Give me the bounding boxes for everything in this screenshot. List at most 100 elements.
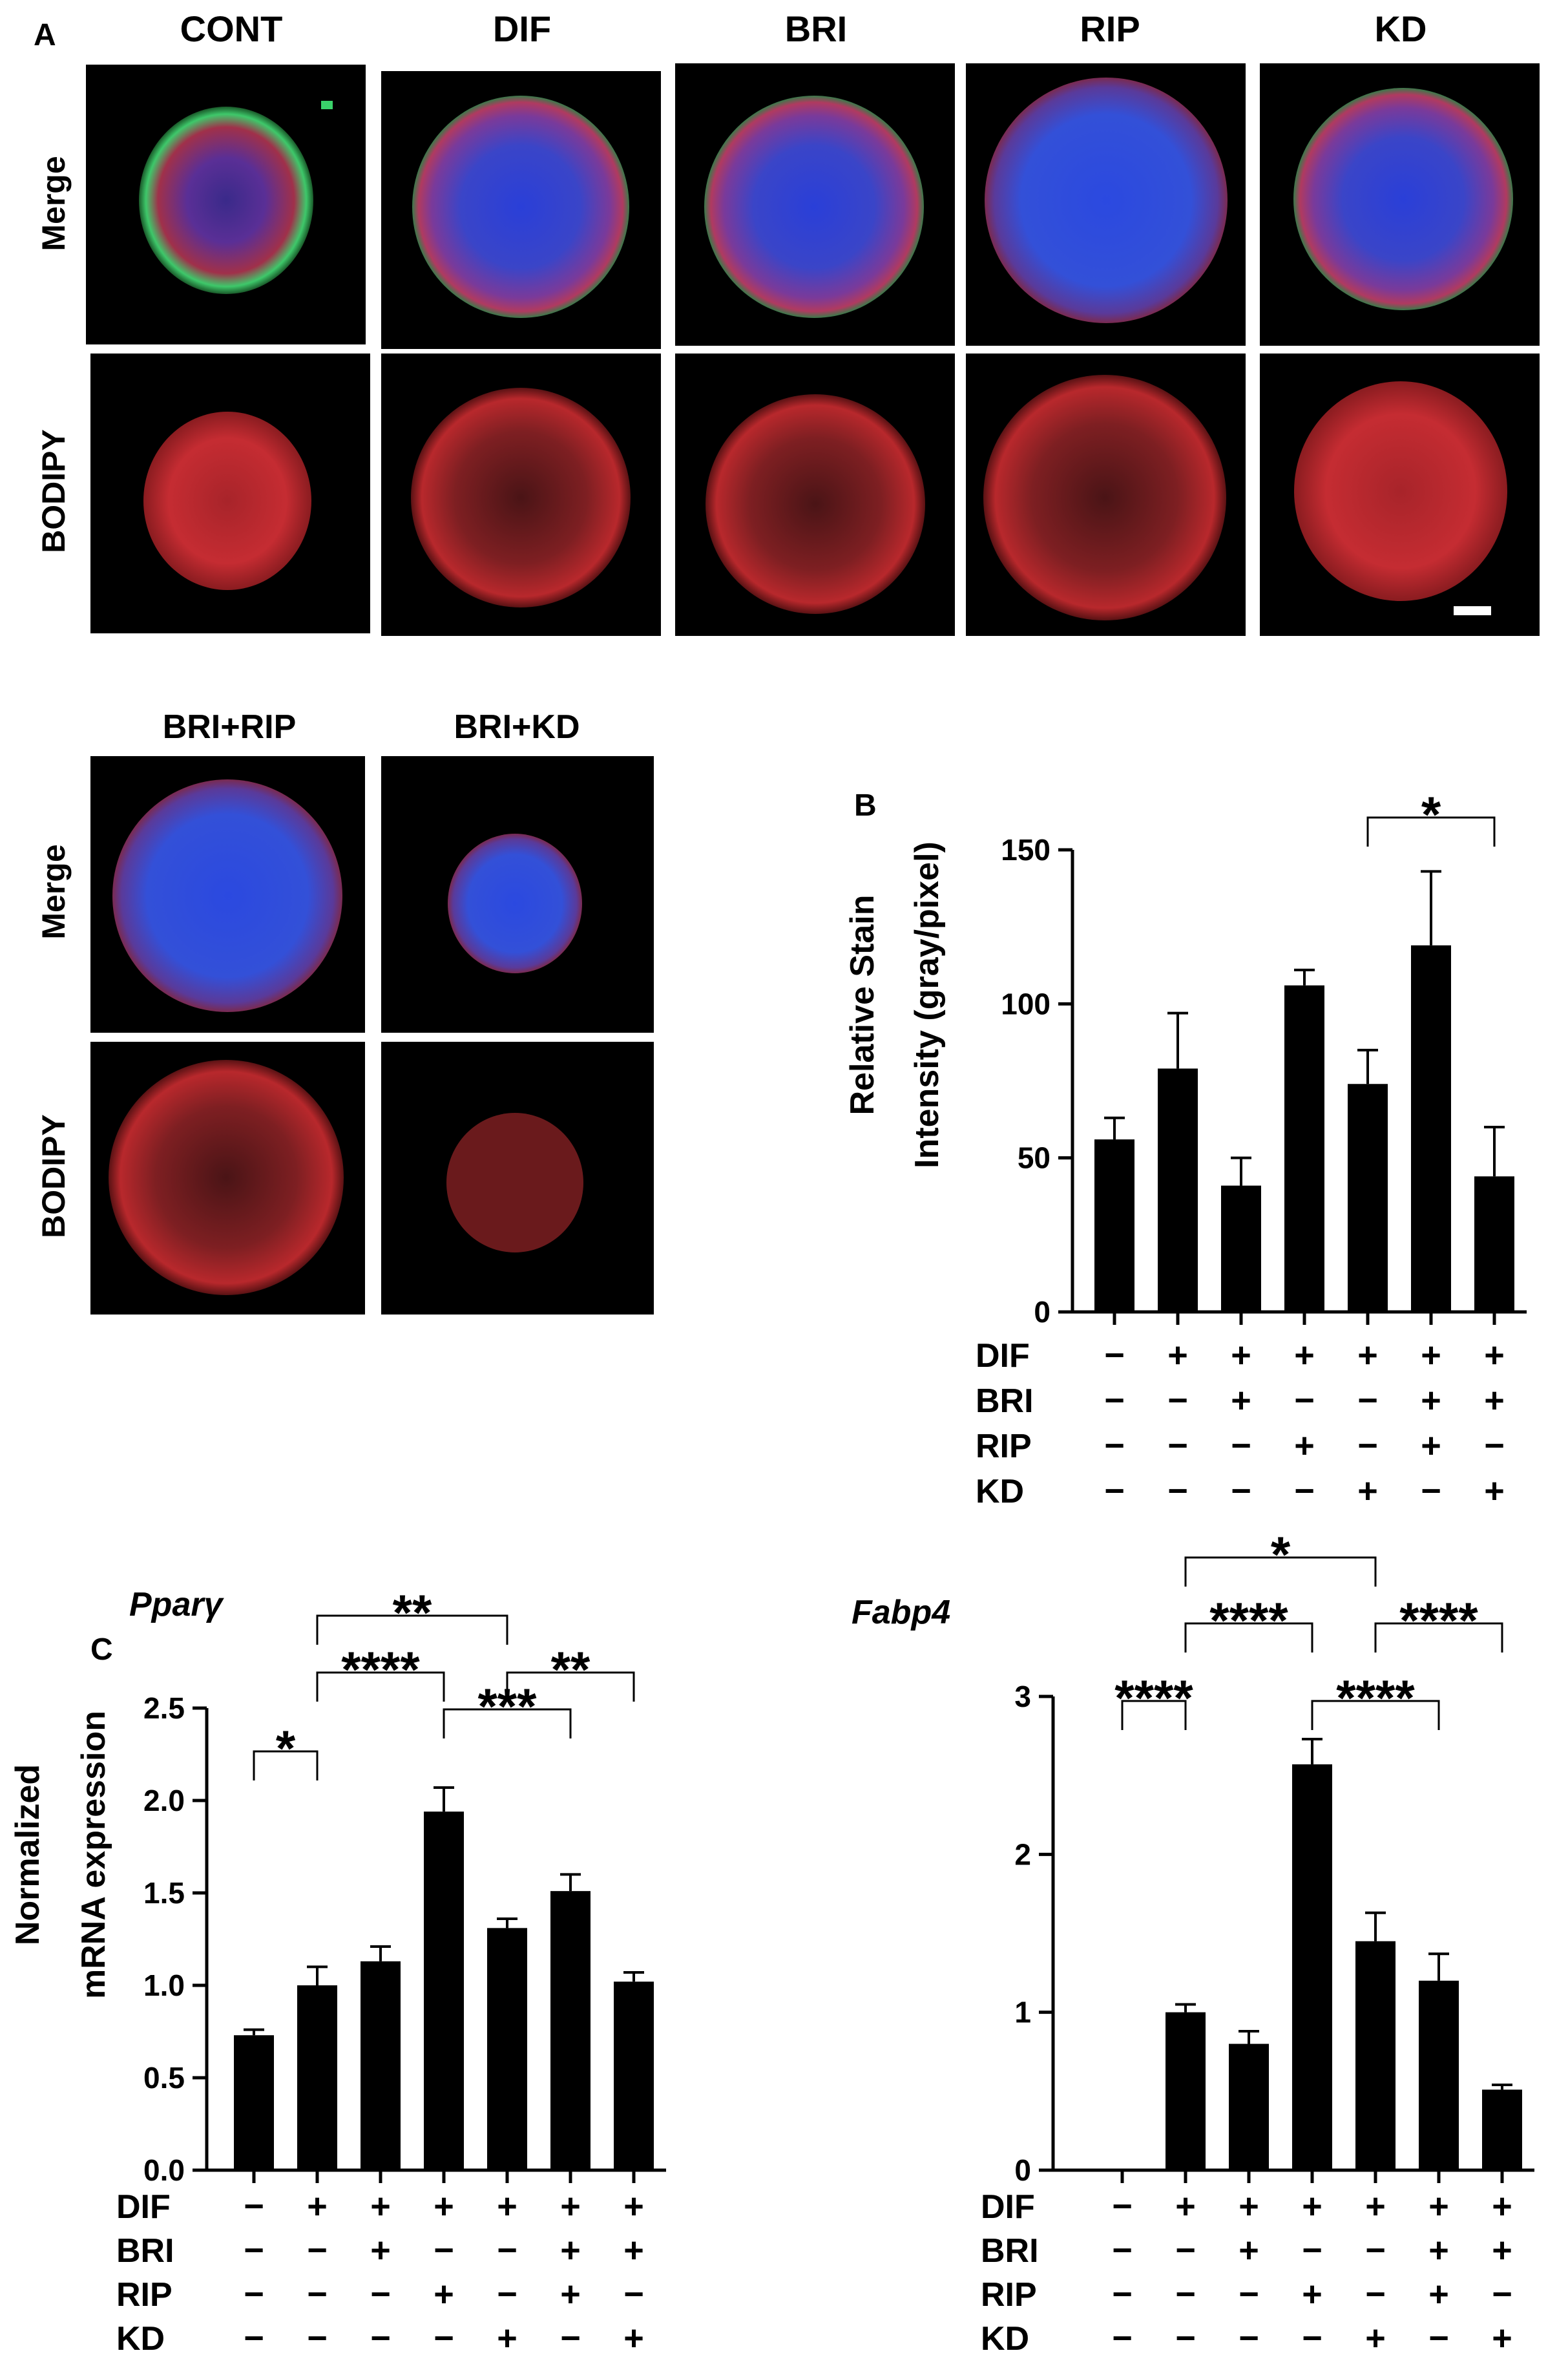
chart-c-pparg-ytick-label: 2.0	[143, 1784, 185, 1817]
chart-b-ytick-label: 50	[1018, 1141, 1051, 1175]
bodipy-image-bri	[675, 354, 955, 636]
chart-b-treatment-symbol: −	[1484, 1426, 1505, 1465]
chart-b-ytick-label: 150	[1001, 833, 1051, 867]
chart-c-fabp4-treatment-label: BRI	[981, 2232, 1039, 2270]
chart-b-treatment-symbol: +	[1294, 1426, 1315, 1465]
chart-b-treatment-symbol: +	[1357, 1472, 1378, 1510]
chart-c-fabp4-treatment-symbol: +	[1239, 2231, 1259, 2270]
chart-c-pparg-bar	[487, 1928, 527, 2170]
chart-c-pparg-ytick-label: 1.0	[143, 1969, 185, 2002]
chart-c-fabp4-treatment-symbol: +	[1302, 2275, 1322, 2314]
chart-c-fabp4-bar	[1355, 1941, 1396, 2170]
chart-c-fabp4-significance-label: ****	[1336, 1669, 1415, 1726]
chart-c-pparg-bar	[614, 1981, 654, 2170]
merge-image-kd	[1260, 63, 1540, 346]
chart-b-bar	[1348, 1084, 1388, 1312]
chart-c-pparg-treatment-symbol: −	[370, 2275, 391, 2314]
chart-b-treatment-symbol: −	[1357, 1426, 1378, 1465]
chart-c-fabp4-treatment-symbol: −	[1302, 2319, 1322, 2355]
chart-c-pparg-treatment-label: DIF	[116, 2188, 171, 2226]
chart-c-pparg-treatment-symbol: +	[434, 2187, 454, 2226]
chart-c-fabp4-treatment-symbol: +	[1175, 2187, 1196, 2226]
chart-b-treatment-symbol: −	[1104, 1426, 1125, 1465]
chart-c-pparg-treatment-symbol: +	[623, 2231, 644, 2270]
chart-c-fabp4-title: Fabp4	[852, 1594, 950, 1631]
chart-b-bar	[1221, 1185, 1261, 1312]
bodipy-image-kd	[1260, 354, 1540, 636]
chart-c-fabp4-bar	[1166, 2012, 1206, 2170]
merge-image-bri-rip	[90, 756, 365, 1033]
chart-c-fabp4-treatment-symbol: −	[1112, 2275, 1133, 2314]
chart-c-fabp4-treatment-symbol: −	[1239, 2319, 1259, 2355]
bodipy-image-rip	[966, 354, 1246, 636]
chart-c-fabp4-treatment-symbol: −	[1428, 2319, 1449, 2355]
chart-c-fabp4-treatment-symbol: −	[1112, 2231, 1133, 2270]
chart-c-pparg-treatment-symbol: −	[244, 2275, 264, 2314]
chart-b: 0 50 100 150 *	[1001, 786, 1527, 1329]
row-label-merge: Merge	[36, 156, 72, 251]
chart-c-pparg-treatment-symbol: −	[244, 2319, 264, 2355]
chart-c-fabp4-significance-label: ****	[1114, 1669, 1193, 1726]
chart-c-fabp4-treatment-symbol: −	[1175, 2275, 1196, 2314]
chart-c-pparg-ytick-label: 1.5	[143, 1876, 185, 1910]
treatment-table-b: DIF − + + + + + + BRI − − + − − + + RIP − − − + − + − KD − − − − + − +	[976, 1336, 1505, 1510]
panel-label-b: B	[854, 788, 877, 823]
chart-c-pparg-significance-bracket	[253, 1750, 319, 1780]
chart-b-treatment-symbol: −	[1167, 1426, 1188, 1465]
chart-c-fabp4-ytick-label: 0	[1014, 2153, 1031, 2187]
bodipy-image-bri-kd	[381, 1042, 654, 1315]
column-label-bri-kd: BRI+KD	[454, 708, 580, 746]
chart-c-fabp4-significance-label: ****	[1209, 1592, 1288, 1649]
chart-c-pparg-treatment-symbol: −	[370, 2319, 391, 2355]
chart-c-pparg-ytick-label: 0.5	[143, 2061, 185, 2095]
chart-b-treatment-label: DIF	[976, 1337, 1030, 1375]
treatment-table-c-pparg: DIF − + + + + + + BRI − − + − − + + RIP − − − + − + − KD − − − − + − +	[116, 2187, 644, 2355]
chart-c-pparg-bar	[297, 1985, 337, 2170]
chart-b-bar	[1158, 1068, 1198, 1312]
chart-c-pparg: 0.00.51.01.52.02.5************	[143, 1584, 666, 2187]
chart-b-treatment-symbol: −	[1104, 1472, 1125, 1510]
chart-c-fabp4-treatment-symbol: −	[1239, 2275, 1259, 2314]
chart-b-treatment-label: RIP	[976, 1428, 1032, 1465]
chart-b-treatment-symbol: +	[1484, 1472, 1505, 1510]
chart-c-fabp4-treatment-label: KD	[981, 2320, 1029, 2355]
chart-c-fabp4-treatment-symbol: +	[1492, 2187, 1512, 2226]
chart-b-treatment-symbol: +	[1231, 1336, 1251, 1375]
chart-b-treatment-symbol: −	[1357, 1381, 1378, 1420]
row-label-merge-2: Merge	[36, 844, 72, 939]
chart-c-fabp4-treatment-symbol: −	[1112, 2187, 1133, 2226]
chart-c-pparg-treatment-symbol: −	[434, 2319, 454, 2355]
chart-c-pparg-treatment-symbol: +	[370, 2231, 391, 2270]
chart-b-treatment-symbol: −	[1104, 1381, 1125, 1420]
panel-label-a: A	[34, 18, 56, 52]
chart-c-fabp4-treatment-symbol: −	[1492, 2275, 1512, 2314]
merge-image-dif	[381, 71, 661, 349]
chart-b-treatment-symbol: −	[1294, 1472, 1315, 1510]
column-label-kd: KD	[1375, 8, 1427, 49]
chart-c-pparg-significance-label: **	[393, 1584, 432, 1641]
chart-b-ylabel-line2: Intensity (gray/pixel)	[908, 841, 946, 1168]
chart-b-treatment-symbol: −	[1294, 1381, 1315, 1420]
chart-b-treatment-symbol: +	[1231, 1381, 1251, 1420]
merge-image-cont	[86, 65, 366, 344]
column-label-dif: DIF	[493, 8, 551, 49]
chart-b-treatment-symbol: +	[1484, 1381, 1505, 1420]
chart-c-fabp4-treatment-symbol: +	[1365, 2319, 1386, 2355]
chart-b-treatment-symbol: −	[1421, 1472, 1441, 1510]
bodipy-image-bri-rip	[90, 1042, 365, 1315]
chart-b-bar	[1284, 985, 1324, 1312]
chart-b-treatment-label: KD	[976, 1473, 1024, 1510]
chart-c-fabp4-treatment-symbol: −	[1175, 2231, 1196, 2270]
chart-b-treatment-symbol: −	[1104, 1336, 1125, 1375]
chart-c-pparg-treatment-symbol: −	[434, 2231, 454, 2270]
bodipy-image-dif	[381, 354, 661, 636]
chart-c-pparg-treatment-symbol: +	[370, 2187, 391, 2226]
chart-b-bar	[1094, 1139, 1134, 1312]
chart-b-significance-bracket	[1366, 816, 1496, 847]
chart-c-pparg-bar	[424, 1811, 464, 2170]
chart-c-fabp4-ytick-label: 1	[1014, 1996, 1031, 2029]
chart-c-pparg-significance-label: *	[276, 1720, 296, 1777]
chart-c-pparg-treatment-symbol: −	[497, 2231, 517, 2270]
